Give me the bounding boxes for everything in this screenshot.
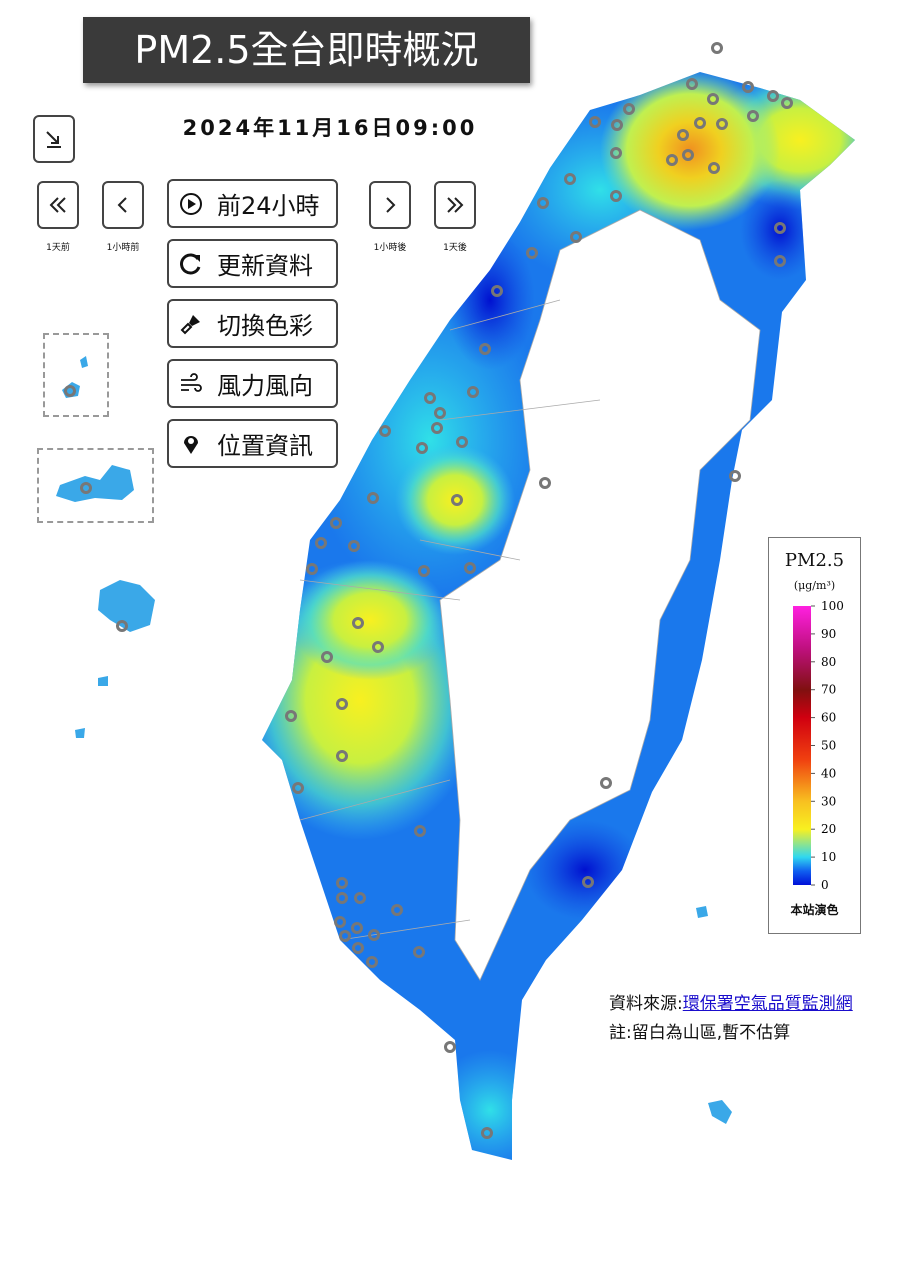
icon: [49, 197, 66, 213]
legend-tick-label: 60: [821, 711, 836, 725]
color-scale: 0 10 20 30 40 50 60 70 80 90 100: [793, 599, 844, 892]
past-24h-button[interactable]: 前24小時: [167, 179, 338, 228]
island-stations: [64, 385, 128, 632]
legend-tick-label: 30: [821, 794, 836, 808]
button-label: 風力風向: [217, 372, 313, 400]
hour-back-button[interactable]: [102, 181, 144, 229]
color-button[interactable]: 切換色彩: [167, 299, 338, 348]
icon: [184, 435, 198, 454]
legend-tick-label: 10: [821, 850, 836, 864]
legend-tick-label: 80: [821, 655, 836, 669]
inset-frame: [37, 448, 154, 523]
color-ramp: [793, 606, 811, 885]
source-line: 資料來源:環保署空氣品質監測網: [609, 990, 853, 1019]
button-label: 切換色彩: [217, 312, 313, 340]
icon: [447, 197, 464, 213]
icon: [180, 314, 200, 334]
nav-label: 1天後: [443, 243, 467, 253]
day-back-button[interactable]: [37, 181, 79, 229]
icon: [181, 372, 202, 392]
islands: [56, 356, 732, 1124]
legend-tick-label: 100: [821, 599, 844, 613]
refresh-button[interactable]: 更新資料: [167, 239, 338, 288]
stations: [285, 42, 793, 1139]
source-label: 資料來源:: [609, 994, 683, 1014]
legend-footer: 本站演色: [790, 903, 839, 917]
legend-title: PM2.5: [784, 550, 845, 571]
legend-unit: (μg/m³): [793, 579, 836, 592]
button-label: 前24小時: [217, 192, 320, 220]
collapse-button[interactable]: [33, 115, 75, 163]
inset-frame: [43, 333, 109, 417]
icon: [180, 253, 201, 274]
note: 註:留白為山區,暫不估算: [609, 1023, 791, 1043]
legend-tick-label: 0: [821, 878, 829, 892]
icon: [386, 197, 396, 213]
nav-label: 1小時後: [373, 243, 407, 253]
legend-tick-label: 50: [821, 739, 836, 753]
legend: PM2.5 (μg/m³) 0 10 20 30 40 50 60 70 80 90 100 本站演…: [768, 537, 861, 934]
source: 資料來源:環保署空氣品質監測網 註:留白為山區,暫不估算: [609, 990, 853, 1048]
wind-button[interactable]: 風力風向: [167, 359, 338, 408]
button-label: 位置資訊: [217, 432, 313, 460]
day-forward-button[interactable]: [434, 181, 476, 229]
hour-forward-button[interactable]: [369, 181, 411, 229]
legend-tick-label: 90: [821, 627, 836, 641]
legend-tick-label: 70: [821, 683, 836, 697]
source-link[interactable]: 環保署空氣品質監測網: [682, 994, 853, 1014]
icon: [46, 131, 61, 148]
icon: [117, 197, 127, 213]
legend-tick-label: 20: [821, 822, 836, 836]
nav-label: 1小時前: [106, 243, 140, 253]
location-button[interactable]: 位置資訊: [167, 419, 338, 468]
button-label: 更新資料: [217, 252, 313, 280]
datetime: 2024年11月16日09:00: [182, 116, 478, 140]
nav-label: 1天前: [46, 243, 70, 253]
page-title: PM2.5全台即時概況: [83, 17, 530, 83]
legend-tick-label: 40: [821, 766, 836, 780]
county-borders: [299, 209, 761, 981]
icon: [180, 192, 202, 215]
